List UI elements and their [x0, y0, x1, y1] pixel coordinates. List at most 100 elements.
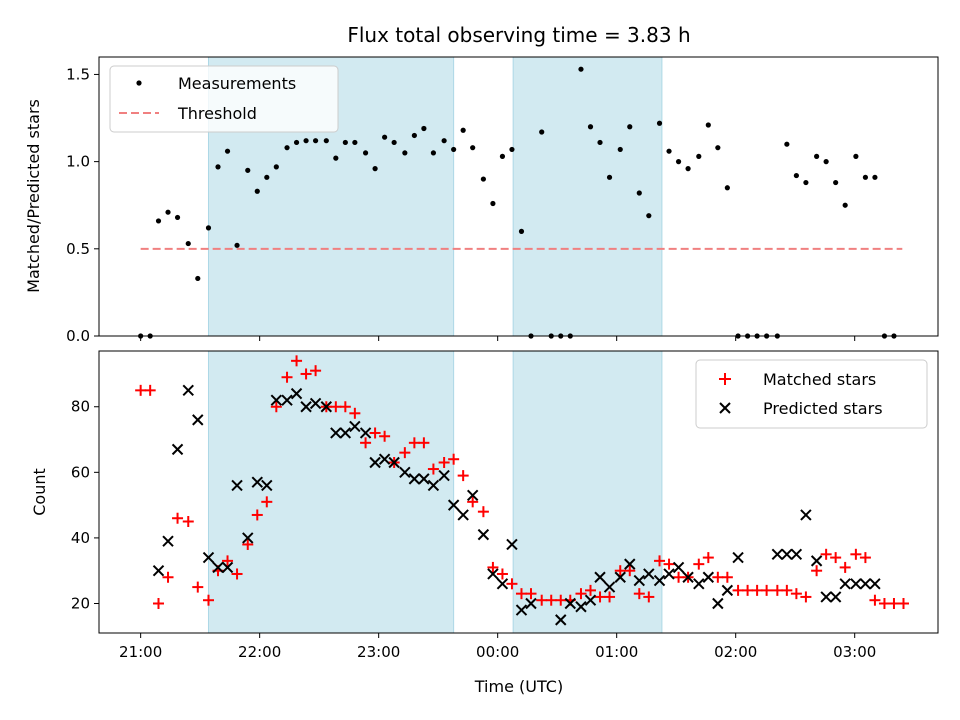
predicted-star-points — [152, 384, 881, 626]
measurement-point — [597, 139, 603, 146]
measurement-point — [391, 139, 397, 146]
measurement-point — [724, 185, 730, 191]
matched-star-point — [310, 365, 322, 377]
matched-star-point — [811, 565, 823, 577]
matched-star-point — [231, 568, 243, 580]
matched-star-point — [202, 594, 214, 606]
matched-star-point — [339, 401, 351, 413]
measurement-point — [245, 167, 251, 173]
matched-star-point — [487, 561, 499, 573]
predicted-star-point — [643, 568, 655, 580]
top-legend: Measurements Threshold — [109, 65, 339, 133]
matched-star-point — [575, 588, 587, 600]
predicted-star-point — [192, 414, 204, 426]
measurement-point — [715, 145, 721, 151]
predicted-star-point — [447, 499, 460, 511]
predicted-star-point — [781, 548, 793, 561]
predicted-star-point — [732, 551, 744, 564]
measurement-point — [333, 155, 339, 161]
matched-star-point — [594, 591, 606, 603]
matched-star-point — [633, 588, 645, 600]
predicted-star-point — [427, 479, 440, 492]
measurement-point — [451, 146, 457, 153]
measurement-point — [234, 242, 240, 248]
matched-star-point — [496, 568, 508, 580]
legend-predicted-marker — [719, 402, 731, 414]
measurement-point — [430, 150, 437, 156]
legend-matched-label: Matched stars — [763, 370, 876, 389]
bottom-y-tick-label: 80 — [71, 398, 90, 416]
measurement-point — [784, 141, 790, 147]
matched-star-point — [457, 470, 469, 482]
measurement-point — [539, 129, 545, 135]
matched-star-point — [330, 401, 342, 413]
predicted-star-point — [575, 601, 587, 613]
predicted-star-point — [525, 597, 537, 610]
measurement-point — [814, 153, 820, 159]
matched-star-point — [643, 591, 655, 603]
matched-star-point — [878, 597, 890, 609]
measurement-point — [675, 159, 682, 165]
matched-star-point — [270, 401, 282, 413]
predicted-star-point — [564, 597, 576, 610]
matched-star-point — [477, 506, 489, 518]
predicted-star-point — [859, 578, 872, 590]
measurement-point — [441, 138, 447, 144]
matched-star-point — [153, 597, 165, 609]
predicted-star-point — [850, 578, 862, 590]
predicted-star-point — [584, 594, 597, 606]
measurement-point — [470, 145, 476, 151]
measurement-point — [578, 66, 584, 72]
predicted-star-point — [457, 509, 469, 521]
matched-star-point — [144, 384, 156, 396]
predicted-star-point — [653, 574, 666, 587]
predicted-star-point — [496, 578, 509, 590]
matched-star-point — [721, 571, 733, 583]
matched-star-point — [663, 558, 675, 570]
matched-star-point — [859, 552, 871, 564]
predicted-star-point — [212, 561, 224, 574]
predicted-star-point — [438, 469, 450, 482]
predicted-star-point — [369, 456, 381, 469]
predicted-star-point — [408, 473, 421, 485]
measurement-point — [362, 150, 369, 156]
measurement-point — [382, 134, 388, 140]
measurement-point — [421, 125, 427, 132]
measurement-point — [636, 190, 642, 196]
matched-star-point — [399, 447, 411, 459]
legend-threshold-label: Threshold — [177, 104, 257, 123]
predicted-star-point — [171, 443, 184, 456]
x-tick-label: 00:00 — [476, 643, 519, 661]
matched-star-point — [448, 453, 460, 465]
matched-star-point — [850, 548, 862, 560]
matched-star-point — [830, 552, 842, 564]
matched-star-point — [800, 591, 812, 603]
matched-star-point — [291, 355, 303, 367]
measurement-point — [617, 146, 623, 153]
predicted-star-point — [399, 466, 411, 479]
matched-star-point — [771, 584, 783, 596]
measurement-points — [138, 66, 897, 339]
matched-star-point — [281, 371, 293, 383]
measurement-point — [646, 213, 652, 219]
matched-star-point — [369, 427, 381, 439]
shaded-interval — [512, 350, 663, 634]
shaded-interval — [207, 350, 455, 634]
bottom-panel: 21:00 22:00 23:00 00:00 01:00 02:00 03:00 20 40… — [30, 350, 939, 696]
measurement-point — [705, 122, 711, 128]
measurement-point — [853, 153, 859, 159]
matched-star-point — [712, 571, 724, 583]
measurement-point — [490, 200, 496, 207]
matched-star-point — [820, 548, 832, 560]
predicted-star-point — [418, 473, 430, 485]
measurement-point — [402, 150, 408, 156]
x-tick-label: 02:00 — [714, 643, 757, 661]
measurement-point — [793, 172, 799, 179]
measurement-point — [606, 174, 613, 180]
measurement-point — [185, 240, 191, 247]
measurement-point — [656, 120, 663, 126]
predicted-star-point — [515, 604, 528, 616]
matched-star-point — [261, 496, 273, 508]
matched-star-point — [222, 555, 234, 567]
measurement-point — [293, 139, 300, 146]
